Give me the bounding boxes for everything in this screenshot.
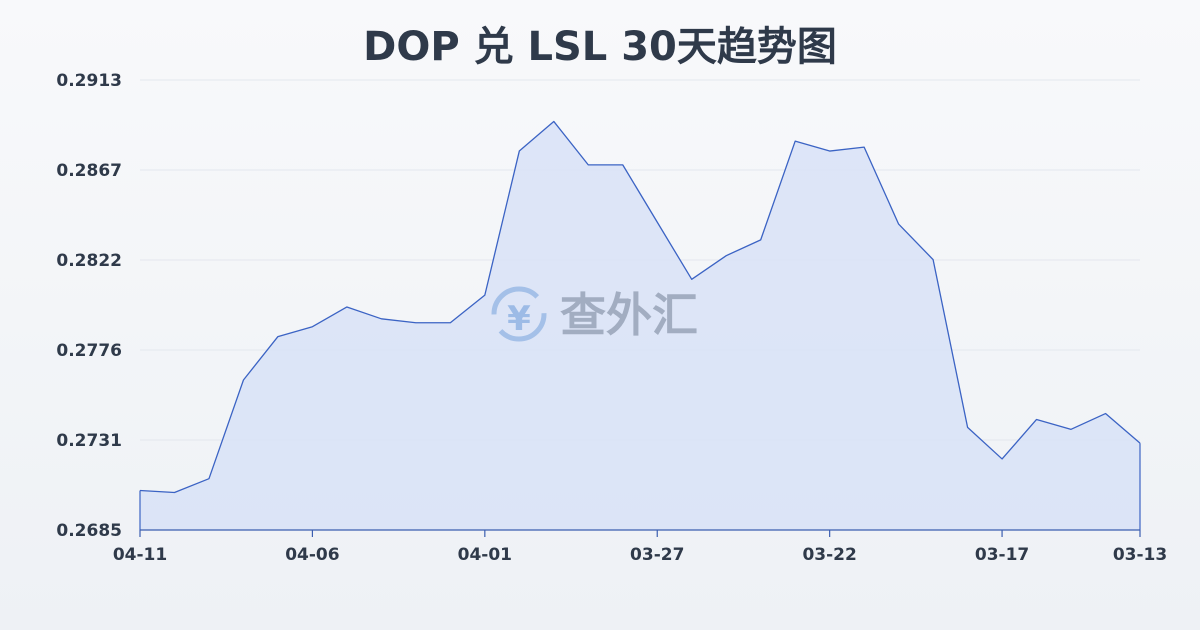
- series-line: [139, 120, 1141, 494]
- watermark: ¥ 查外汇: [491, 286, 698, 342]
- yen-symbol: ¥: [507, 299, 531, 339]
- yen-exchange-icon: ¥: [491, 286, 547, 342]
- x-tick-label: 03-27: [630, 545, 684, 565]
- y-tick-label: 0.2776: [56, 341, 122, 361]
- y-tick-label: 0.2913: [56, 71, 122, 91]
- axis-layer: 0.2913 0.2867 0.2822 0.2776 0.2731 0.2685 04-1…: [56, 71, 1167, 565]
- area-fill: [140, 121, 1140, 530]
- chart-title: DOP 兑 LSL 30天趋势图: [363, 24, 837, 70]
- x-tick-label: 04-06: [285, 545, 339, 565]
- y-tick-label: 0.2731: [56, 431, 122, 451]
- x-tick-label: 03-17: [975, 545, 1029, 565]
- y-tick-label: 0.2867: [56, 161, 122, 181]
- x-tick-label: 04-11: [113, 545, 167, 565]
- watermark-text: 查外汇: [560, 288, 698, 342]
- x-tick-label: 04-01: [458, 545, 512, 565]
- x-tick-label: 03-22: [802, 545, 856, 565]
- area-layer: [139, 120, 1141, 530]
- y-tick-label: 0.2822: [56, 251, 122, 271]
- y-tick-label: 0.2685: [56, 521, 122, 541]
- x-tick-label: 03-13: [1113, 545, 1167, 565]
